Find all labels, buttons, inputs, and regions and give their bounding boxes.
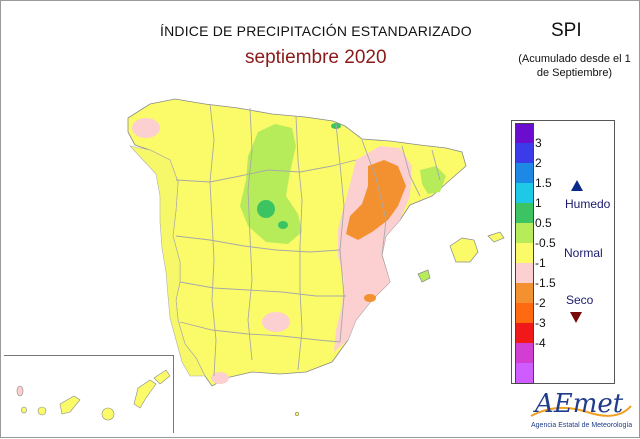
legend-swatch <box>515 183 534 203</box>
dry-spot-south <box>211 372 229 384</box>
legend-tick-label: -1 <box>535 256 546 270</box>
legend-tick-label: 1 <box>535 196 542 210</box>
legend-tick-label: 0.5 <box>535 216 552 230</box>
legend-swatch <box>515 303 534 323</box>
aemet-wave-icon <box>530 405 632 417</box>
menorca <box>487 231 505 243</box>
legend-swatch <box>515 143 534 163</box>
slightly-humid-area <box>240 124 302 244</box>
canary-islands <box>16 369 171 421</box>
accumulation-note: (Acumulado desde el 1 de Septiembre) <box>518 53 631 79</box>
map-period: septiembre 2020 <box>245 47 387 68</box>
index-name: SPI <box>551 20 582 41</box>
aemet-logo <box>527 388 635 434</box>
spi-legend: 3 2 1.5 1 0.5 -0.5 -1 -1.5 -2 -3 -4 <box>511 120 615 384</box>
legend-tick-label: 1.5 <box>535 176 552 190</box>
dry-arrow-icon <box>570 312 582 323</box>
legend-swatch <box>515 243 534 263</box>
map-title: ÍNDICE DE PRECIPITACIÓN ESTANDARIZADO <box>160 23 472 39</box>
dry-core-east <box>346 160 406 240</box>
legend-swatch <box>515 363 534 384</box>
legend-humid-label: Humedo <box>565 197 611 211</box>
dry-spot-galicia <box>132 118 160 138</box>
aemet-logo-text: AEmet <box>535 389 624 419</box>
dry-spot-center-south <box>262 312 290 332</box>
dry-spot-south-east <box>364 294 376 302</box>
legend-swatch <box>515 223 534 243</box>
legend-swatch <box>515 263 534 283</box>
slightly-humid-ne <box>420 166 446 194</box>
legend-tick-label: -3 <box>535 316 546 330</box>
legend-swatch <box>515 323 534 343</box>
canary-inset-box <box>4 355 174 433</box>
western-strip <box>129 145 206 377</box>
legend-tick-label: 3 <box>535 136 542 150</box>
legend-tick-label: -0.5 <box>535 236 556 250</box>
legend-tick-label: -2 <box>535 296 546 310</box>
legend-swatch <box>515 343 534 363</box>
legend-tick-label: 2 <box>535 156 542 170</box>
legend-tick-label: -4 <box>535 336 546 350</box>
ceuta <box>294 411 300 417</box>
mallorca <box>449 237 479 263</box>
aemet-logo-subtitle: Agencia Estatal de Meteorología <box>531 422 633 429</box>
legend-dry-label: Seco <box>566 293 594 307</box>
humid-spot-madrid <box>257 200 275 218</box>
legend-swatch <box>515 203 534 223</box>
humid-arrow-icon <box>571 180 583 191</box>
legend-swatch <box>515 163 534 183</box>
humid-spot-small <box>278 221 288 229</box>
legend-swatch <box>515 283 534 303</box>
legend-tick-label: -1.5 <box>535 276 556 290</box>
province-borders <box>175 103 441 377</box>
legend-swatch <box>515 123 534 144</box>
ibiza <box>417 269 431 283</box>
legend-normal-label: Normal <box>564 246 603 260</box>
